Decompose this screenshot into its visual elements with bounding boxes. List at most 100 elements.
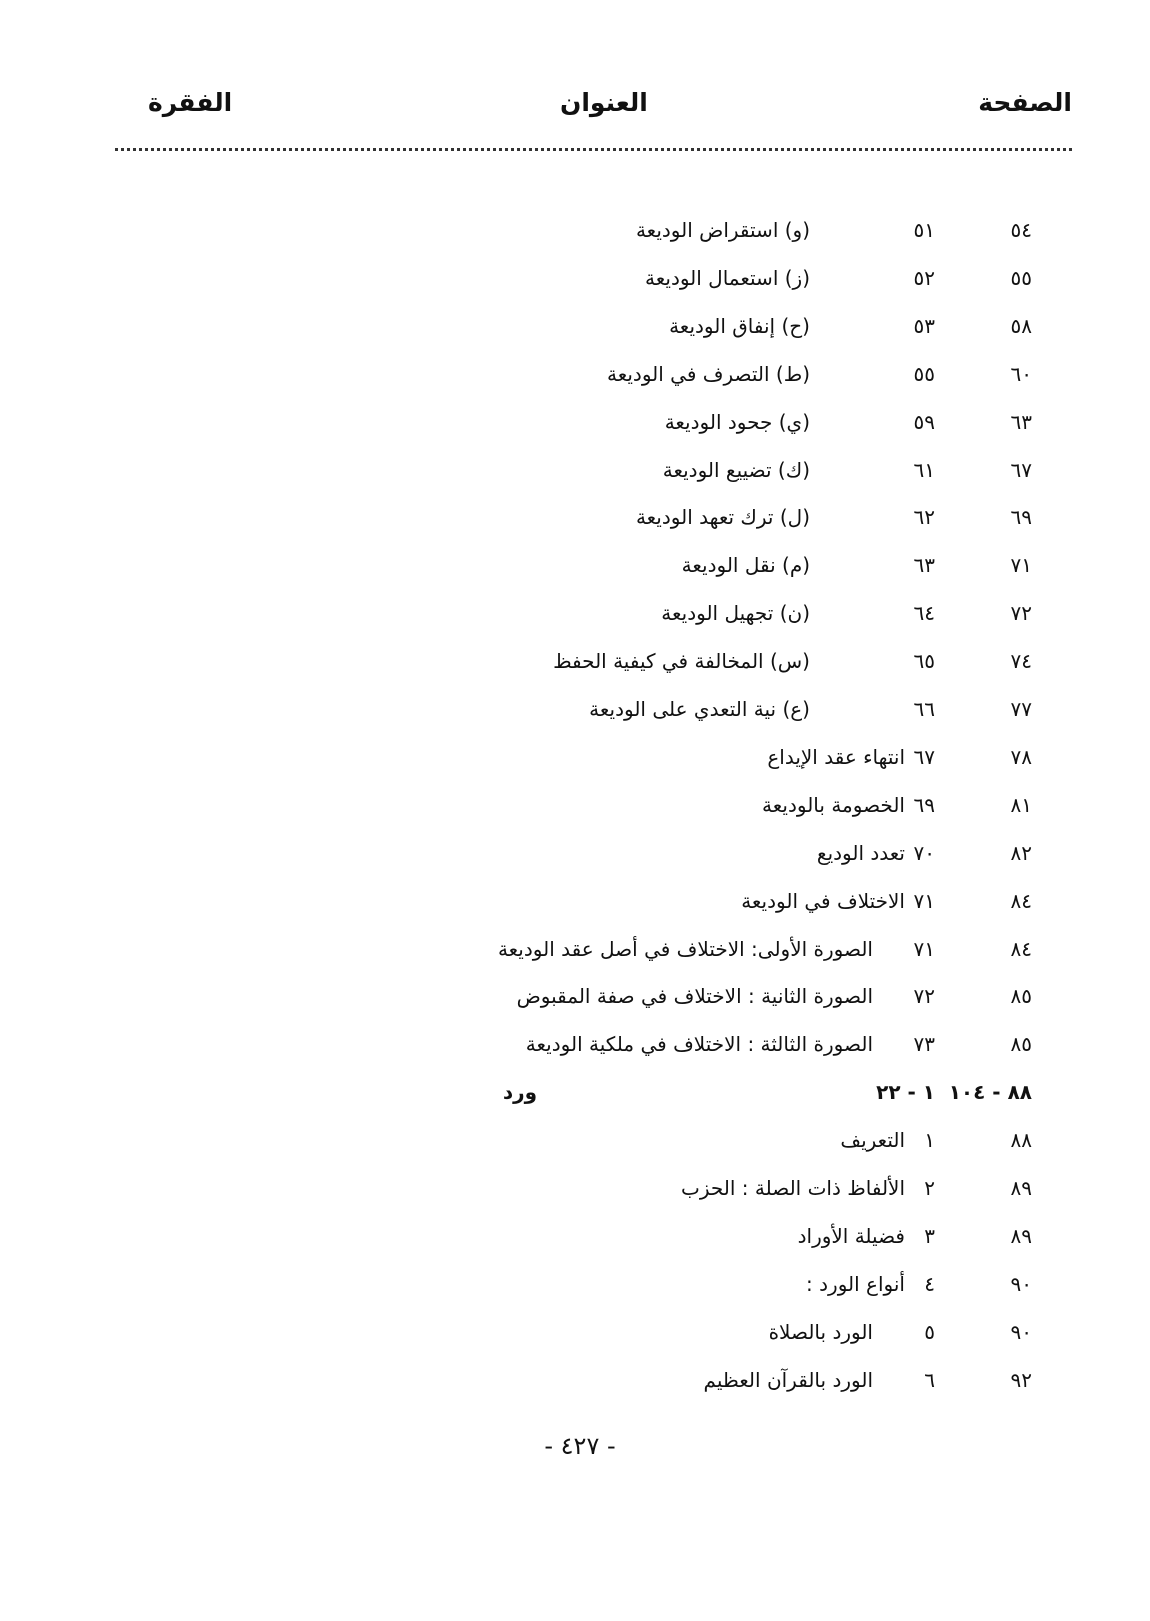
entry-title: (ز) استعمال الوديعة [645, 265, 810, 290]
paragraph-number: ٥٢ [913, 265, 935, 290]
toc-row: ٧١ (م) نقل الوديعة ٦٣ [0, 553, 1150, 593]
page-number-cell: ٩٠ [1010, 1319, 1032, 1344]
entry-title: (ي) جحود الوديعة [664, 409, 810, 434]
page-number-cell: ٥٥ [1010, 265, 1032, 290]
paragraph-number: ٥١ [913, 218, 935, 242]
header-title-column: العنوان [560, 88, 648, 117]
entry-title: (س) المخالفة في كيفية الحفظ [553, 649, 810, 674]
paragraph-number: ٦٤ [913, 601, 935, 626]
toc-row: ٨١ الخصومة بالوديعة ٦٩ [0, 793, 1150, 833]
header-page-column: الصفحة [978, 88, 1072, 117]
toc-row: ٦٧ (ك) تضييع الوديعة ٦١ [0, 458, 1150, 498]
entry-title: (ح) إنفاق الوديعة [669, 313, 810, 338]
page-number-cell: ٧٢ [1010, 601, 1032, 626]
page-number-cell: ٥٤ [1010, 218, 1032, 242]
paragraph-number: ٦٢ [913, 505, 935, 530]
entry-title: الألفاظ ذات الصلة : الحزب [681, 1176, 905, 1200]
page-number-cell: ٧١ [1010, 553, 1032, 578]
entry-title: ورد [502, 1080, 538, 1105]
toc-row: ٥٥ (ز) استعمال الوديعة ٥٢ [0, 266, 1150, 306]
page-number-cell: ٨٩ [1010, 1223, 1032, 1248]
paragraph-number: ٦٥ [913, 649, 935, 674]
page-number-cell: ٧٧ [1010, 697, 1032, 721]
entry-title: (و) استقراض الوديعة [635, 218, 810, 242]
paragraph-number: ٥٥ [913, 361, 935, 386]
paragraph-number: ٦١ [913, 457, 935, 482]
entry-title: (ع) نية التعدي على الوديعة [589, 697, 810, 721]
toc-row: ٧٨ انتهاء عقد الإيداع ٦٧ [0, 745, 1150, 785]
entry-title: الصورة الثالثة : الاختلاف في ملكية الودي… [525, 1032, 873, 1057]
paragraph-number: ٦٩ [913, 792, 935, 817]
page-number-cell: ٨٨ - ١٠٤ [948, 1080, 1032, 1105]
toc-row: ٨٢ تعدد الوديع ٧٠ [0, 841, 1150, 881]
toc-row: ٨٨ التعريف ١ [0, 1128, 1150, 1168]
toc-row: ٨٨ - ١٠٤ ورد ١ - ٢٢ [0, 1080, 1150, 1120]
page-number: - ٤٢٧ - [544, 1432, 616, 1460]
paragraph-number: ٥٩ [913, 409, 935, 434]
paragraph-number: ٥ [924, 1319, 935, 1344]
toc-row: ٨٤ الصورة الأولى: الاختلاف في أصل عقد الو… [0, 937, 1150, 977]
paragraph-number: ٦٦ [913, 697, 935, 721]
page-number-cell: ٨٨ [1010, 1128, 1032, 1153]
paragraph-number: ٧٢ [913, 984, 935, 1009]
toc-row: ٨٤ الاختلاف في الوديعة ٧١ [0, 889, 1150, 929]
page-number-cell: ٨٥ [1010, 1032, 1032, 1057]
entry-title: الخصومة بالوديعة [762, 792, 905, 817]
toc-row: ٨٩ فضيلة الأوراد ٣ [0, 1224, 1150, 1264]
page-number-cell: ٦٩ [1010, 505, 1032, 530]
page-number-cell: ٨٤ [1010, 936, 1032, 961]
page-number-cell: ٩٠ [1010, 1271, 1032, 1296]
header-divider [115, 148, 1072, 151]
paragraph-number: ٧١ [913, 888, 935, 913]
entry-title: الورد بالصلاة [768, 1319, 873, 1344]
toc-row: ٨٩ الألفاظ ذات الصلة : الحزب ٢ [0, 1176, 1150, 1216]
paragraph-number: ١ - ٢٢ [876, 1080, 935, 1105]
entry-title: أنواع الورد : [806, 1271, 905, 1296]
paragraph-number: ٧٣ [913, 1032, 935, 1057]
entry-title: (م) نقل الوديعة [681, 553, 810, 578]
paragraph-number: ٣ [924, 1223, 935, 1248]
toc-row: ٩٢ الورد بالقرآن العظيم ٦ [0, 1368, 1150, 1408]
toc-row: ٥٤ (و) استقراض الوديعة ٥١ [0, 218, 1150, 258]
paragraph-number: ٤ [924, 1271, 935, 1296]
page-number-cell: ٨٩ [1010, 1176, 1032, 1200]
toc-row: ٩٠ أنواع الورد : ٤ [0, 1272, 1150, 1312]
page-number-cell: ٧٤ [1010, 649, 1032, 674]
entry-title: الصورة الأولى: الاختلاف في أصل عقد الودي… [497, 936, 873, 961]
entry-title: (ل) ترك تعهد الوديعة [635, 505, 810, 530]
toc-row: ٦٠ (ط) التصرف في الوديعة ٥٥ [0, 362, 1150, 402]
entry-title: انتهاء عقد الإيداع [767, 744, 905, 769]
paragraph-number: ٧١ [913, 936, 935, 961]
paragraph-number: ٧٠ [913, 840, 935, 865]
page-number-cell: ٦٧ [1010, 457, 1032, 482]
toc-row: ٦٣ (ي) جحود الوديعة ٥٩ [0, 410, 1150, 450]
paragraph-number: ٦٣ [913, 553, 935, 578]
paragraph-number: ٦٧ [913, 744, 935, 769]
entry-title: الصورة الثانية : الاختلاف في صفة المقبوض [516, 984, 873, 1009]
page-number-cell: ٦٠ [1010, 361, 1032, 386]
toc-row: ٨٥ الصورة الثانية : الاختلاف في صفة المقب… [0, 984, 1150, 1024]
page-number-cell: ٨٤ [1010, 888, 1032, 913]
toc-row: ٧٤ (س) المخالفة في كيفية الحفظ ٦٥ [0, 649, 1150, 689]
page-number-cell: ٨٥ [1010, 984, 1032, 1009]
paragraph-number: ٢ [924, 1176, 935, 1200]
header-paragraph-column: الفقرة [148, 88, 233, 117]
entry-title: الاختلاف في الوديعة [741, 888, 905, 913]
toc-row: ٥٨ (ح) إنفاق الوديعة ٥٣ [0, 314, 1150, 354]
entry-title: (ن) تجهيل الوديعة [661, 601, 810, 626]
page-number-cell: ٩٢ [1010, 1367, 1032, 1392]
toc-row: ٦٩ (ل) ترك تعهد الوديعة ٦٢ [0, 505, 1150, 545]
toc-row: ٧٧ (ع) نية التعدي على الوديعة ٦٦ [0, 697, 1150, 737]
page-number-cell: ٥٨ [1010, 313, 1032, 338]
paragraph-number: ١ [924, 1128, 935, 1153]
toc-row: ٩٠ الورد بالصلاة ٥ [0, 1320, 1150, 1360]
entry-title: الورد بالقرآن العظيم [703, 1367, 873, 1392]
toc-row: ٨٥ الصورة الثالثة : الاختلاف في ملكية الو… [0, 1032, 1150, 1072]
entry-title: (ط) التصرف في الوديعة [606, 361, 810, 386]
page-number-cell: ٦٣ [1010, 409, 1032, 434]
paragraph-number: ٥٣ [913, 313, 935, 338]
entry-title: (ك) تضييع الوديعة [662, 457, 810, 482]
entry-title: فضيلة الأوراد [797, 1223, 905, 1248]
page-number-cell: ٨١ [1010, 792, 1032, 817]
entry-title: تعدد الوديع [816, 840, 905, 865]
